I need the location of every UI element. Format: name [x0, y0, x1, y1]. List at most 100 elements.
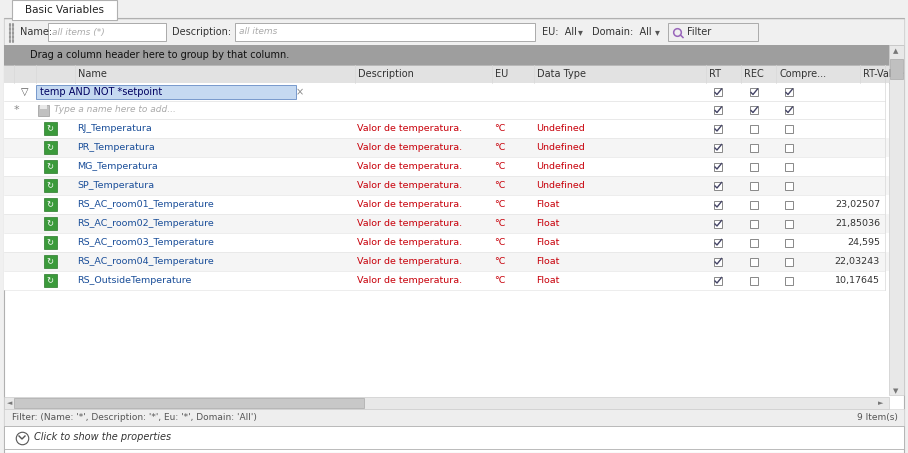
Text: RS_AC_room02_Temperature: RS_AC_room02_Temperature [77, 219, 213, 228]
Bar [750, 276, 758, 284]
Bar [785, 257, 793, 265]
Text: Description: Description [358, 69, 414, 79]
Bar [4, 157, 889, 176]
Bar [785, 220, 793, 227]
Text: Valor de temperatura.: Valor de temperatura. [357, 200, 462, 209]
Text: Float: Float [536, 276, 559, 285]
Bar [44, 255, 56, 268]
Text: ↻: ↻ [46, 181, 54, 190]
Text: Name:: Name: [20, 27, 52, 37]
Text: Data Type: Data Type [537, 69, 586, 79]
Text: °C: °C [494, 181, 506, 190]
Text: °C: °C [494, 124, 506, 133]
Text: Filter: Filter [687, 27, 711, 37]
Bar [750, 144, 758, 151]
Text: EU: EU [495, 69, 508, 79]
Text: ►: ► [878, 400, 883, 406]
Bar [14, 398, 364, 408]
Text: RS_AC_room01_Temperature: RS_AC_room01_Temperature [77, 200, 213, 209]
Bar [4, 409, 904, 426]
Bar [714, 257, 722, 265]
Bar [13, 18, 116, 20]
Text: ↻: ↻ [46, 143, 54, 152]
Text: °C: °C [494, 162, 506, 171]
Text: Filter: (Name: '*', Description: '*', Eu: '*', Domain: 'All'): Filter: (Name: '*', Description: '*', Eu… [12, 413, 257, 422]
Text: Valor de temperatura.: Valor de temperatura. [357, 276, 462, 285]
Text: ▽: ▽ [21, 87, 29, 97]
Bar [714, 220, 722, 227]
Bar [4, 138, 889, 157]
Bar [785, 163, 793, 170]
Bar [714, 125, 722, 132]
Bar [750, 220, 758, 227]
Bar [36, 85, 296, 99]
Bar [44, 160, 56, 173]
Bar [714, 144, 722, 151]
Text: Click to show the properties: Click to show the properties [34, 433, 171, 443]
Text: Float: Float [536, 219, 559, 228]
Bar [38, 105, 49, 116]
Bar [785, 276, 793, 284]
Bar [48, 23, 166, 41]
Text: °C: °C [494, 257, 506, 266]
Bar [714, 163, 722, 170]
Text: ↻: ↻ [46, 276, 54, 285]
Text: Float: Float [536, 200, 559, 209]
Text: ↻: ↻ [46, 162, 54, 171]
Bar [785, 182, 793, 189]
Bar [44, 141, 56, 154]
Text: Type a name here to add...: Type a name here to add... [54, 106, 176, 115]
Text: Basic Variables: Basic Variables [25, 5, 104, 15]
Text: Float: Float [536, 238, 559, 247]
Text: ×: × [296, 87, 304, 97]
Bar [785, 238, 793, 246]
Bar [4, 252, 889, 271]
Bar [4, 83, 889, 101]
Text: all items (*): all items (*) [52, 28, 104, 37]
Bar [44, 217, 56, 230]
Text: Name: Name [78, 69, 107, 79]
Text: ↻: ↻ [46, 219, 54, 228]
Bar [785, 88, 793, 96]
Text: Undefined: Undefined [536, 143, 585, 152]
Text: SP_Temperatura: SP_Temperatura [77, 181, 154, 190]
Text: REC: REC [744, 69, 764, 79]
Bar [714, 182, 722, 189]
Bar [44, 274, 56, 287]
Bar [750, 238, 758, 246]
Text: RJ_Temperatura: RJ_Temperatura [77, 124, 152, 133]
Text: Undefined: Undefined [536, 162, 585, 171]
Bar [4, 101, 889, 119]
Bar [714, 238, 722, 246]
Text: Undefined: Undefined [536, 124, 585, 133]
Bar [714, 88, 722, 96]
Bar [890, 59, 903, 79]
Text: *: * [14, 105, 19, 115]
Text: ↻: ↻ [46, 124, 54, 133]
Text: 24,595: 24,595 [847, 238, 880, 247]
Text: Undefined: Undefined [536, 181, 585, 190]
Text: Valor de temperatura.: Valor de temperatura. [357, 143, 462, 152]
Text: °C: °C [494, 276, 506, 285]
Bar [4, 195, 889, 214]
Bar [889, 45, 904, 395]
Bar [44, 198, 56, 211]
Bar [714, 201, 722, 208]
Text: temp AND NOT *setpoint: temp AND NOT *setpoint [40, 87, 163, 97]
Bar [785, 106, 793, 114]
Text: 23,02507: 23,02507 [834, 200, 880, 209]
Text: °C: °C [494, 219, 506, 228]
Text: °C: °C [494, 200, 506, 209]
Text: ▾: ▾ [655, 27, 660, 37]
Text: Valor de temperatura.: Valor de temperatura. [357, 162, 462, 171]
Bar [4, 119, 889, 138]
Bar [750, 88, 758, 96]
Text: Valor de temperatura.: Valor de temperatura. [357, 219, 462, 228]
Bar [750, 106, 758, 114]
Bar [4, 233, 889, 252]
Text: 21,85036: 21,85036 [834, 219, 880, 228]
Bar [750, 201, 758, 208]
Text: ↻: ↻ [46, 200, 54, 209]
Bar [44, 179, 56, 192]
Bar [235, 23, 535, 41]
